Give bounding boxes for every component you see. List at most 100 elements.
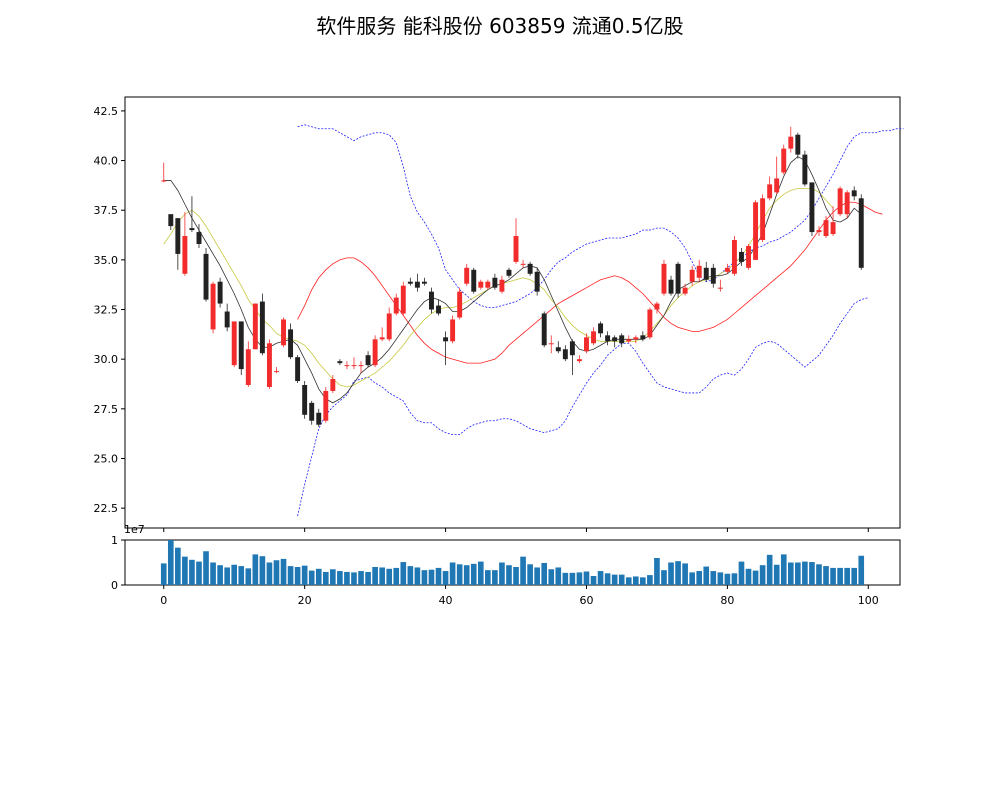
price-tick-label: 30.0 [94,353,119,366]
volume-bar [583,571,590,585]
candle-body [844,192,850,215]
volume-bar [365,571,371,585]
volume-bar [160,563,167,585]
candle-body [689,269,695,282]
volume-bar [759,565,766,585]
bollinger-bands [297,124,904,517]
candle [513,218,519,264]
candle-body [520,263,526,265]
candle [739,247,744,266]
candle-body [400,285,406,314]
candle-body [386,313,392,340]
candle-body [576,359,582,362]
candle [161,162,167,183]
volume-bar [632,576,639,585]
candle-body [767,184,773,199]
candle-body [555,347,561,352]
volume-bar [766,554,773,585]
volume-bar [816,564,822,585]
volume-bar [731,573,738,585]
volume-bar [661,570,667,585]
x-tick-label: 80 [720,594,734,607]
candle [837,186,843,217]
candle [795,132,801,159]
candle-body [626,339,632,342]
volume-bar [597,571,604,585]
volume-bar [647,575,653,585]
x-tick-label: 100 [858,594,879,607]
volume-scale-label: 1e7 [124,523,145,536]
candle [344,361,350,370]
volume-bar [534,567,540,585]
candle [457,287,463,320]
volume-bar [358,571,364,585]
x-tick-label: 60 [579,594,593,607]
candle [675,261,681,298]
candle-body [661,263,667,294]
volume-tick-label: 1 [111,534,118,547]
candle-body [224,311,230,328]
candle-body [259,301,265,354]
candle-body [696,265,702,278]
candle [429,287,434,314]
candle-body [562,349,568,360]
volume-bar [724,573,731,585]
volume-bar [717,572,724,585]
candle [668,275,674,296]
volume-bar [167,540,174,585]
volume-bar [477,561,484,585]
candle [499,275,505,294]
candle [400,281,406,316]
candle [598,321,604,338]
volume-bar [421,570,428,585]
candle [844,190,850,219]
candle-body [309,402,315,421]
volume-bar [513,567,519,585]
candle-body [647,309,653,338]
candle [175,218,181,270]
volume-bar [435,567,442,585]
candle [478,279,484,290]
volume-bar [337,571,343,585]
candle-body [421,281,427,284]
candle-body [365,355,371,366]
candle-body [612,337,618,342]
candle-body [196,232,202,244]
volume-bar [506,565,512,585]
volume-bar [625,577,632,585]
candle-body [760,198,766,241]
candle-body [245,349,251,385]
candle [767,176,773,201]
candle-body [598,323,604,334]
volume-bar [308,570,315,585]
volume-bar [787,562,794,585]
volume-bar [520,556,526,585]
price-tick-label: 35.0 [94,254,119,267]
candle [337,359,343,366]
candle [259,293,265,356]
candle-body [513,236,519,262]
candle-body [182,236,188,274]
volume-bar [640,577,646,585]
candle-body [584,337,589,352]
candle-body [746,245,751,268]
price-tick-label: 40.0 [94,155,119,168]
candle-body [302,384,308,415]
candle [196,224,202,248]
volume-bar [322,571,329,585]
volume-bar [802,561,808,585]
volume-bar [238,566,245,585]
volume-bar [379,567,385,585]
ma10-line [163,187,834,388]
volume-bar [569,572,576,585]
candle-body [344,365,350,367]
candle [724,263,730,274]
candle-body [731,240,737,274]
candle-body [351,365,357,367]
volume-bar [562,572,569,585]
volume-bar [330,569,336,585]
candle [760,194,766,242]
candle [731,236,737,276]
candle-body [591,331,596,344]
candle [591,327,596,346]
